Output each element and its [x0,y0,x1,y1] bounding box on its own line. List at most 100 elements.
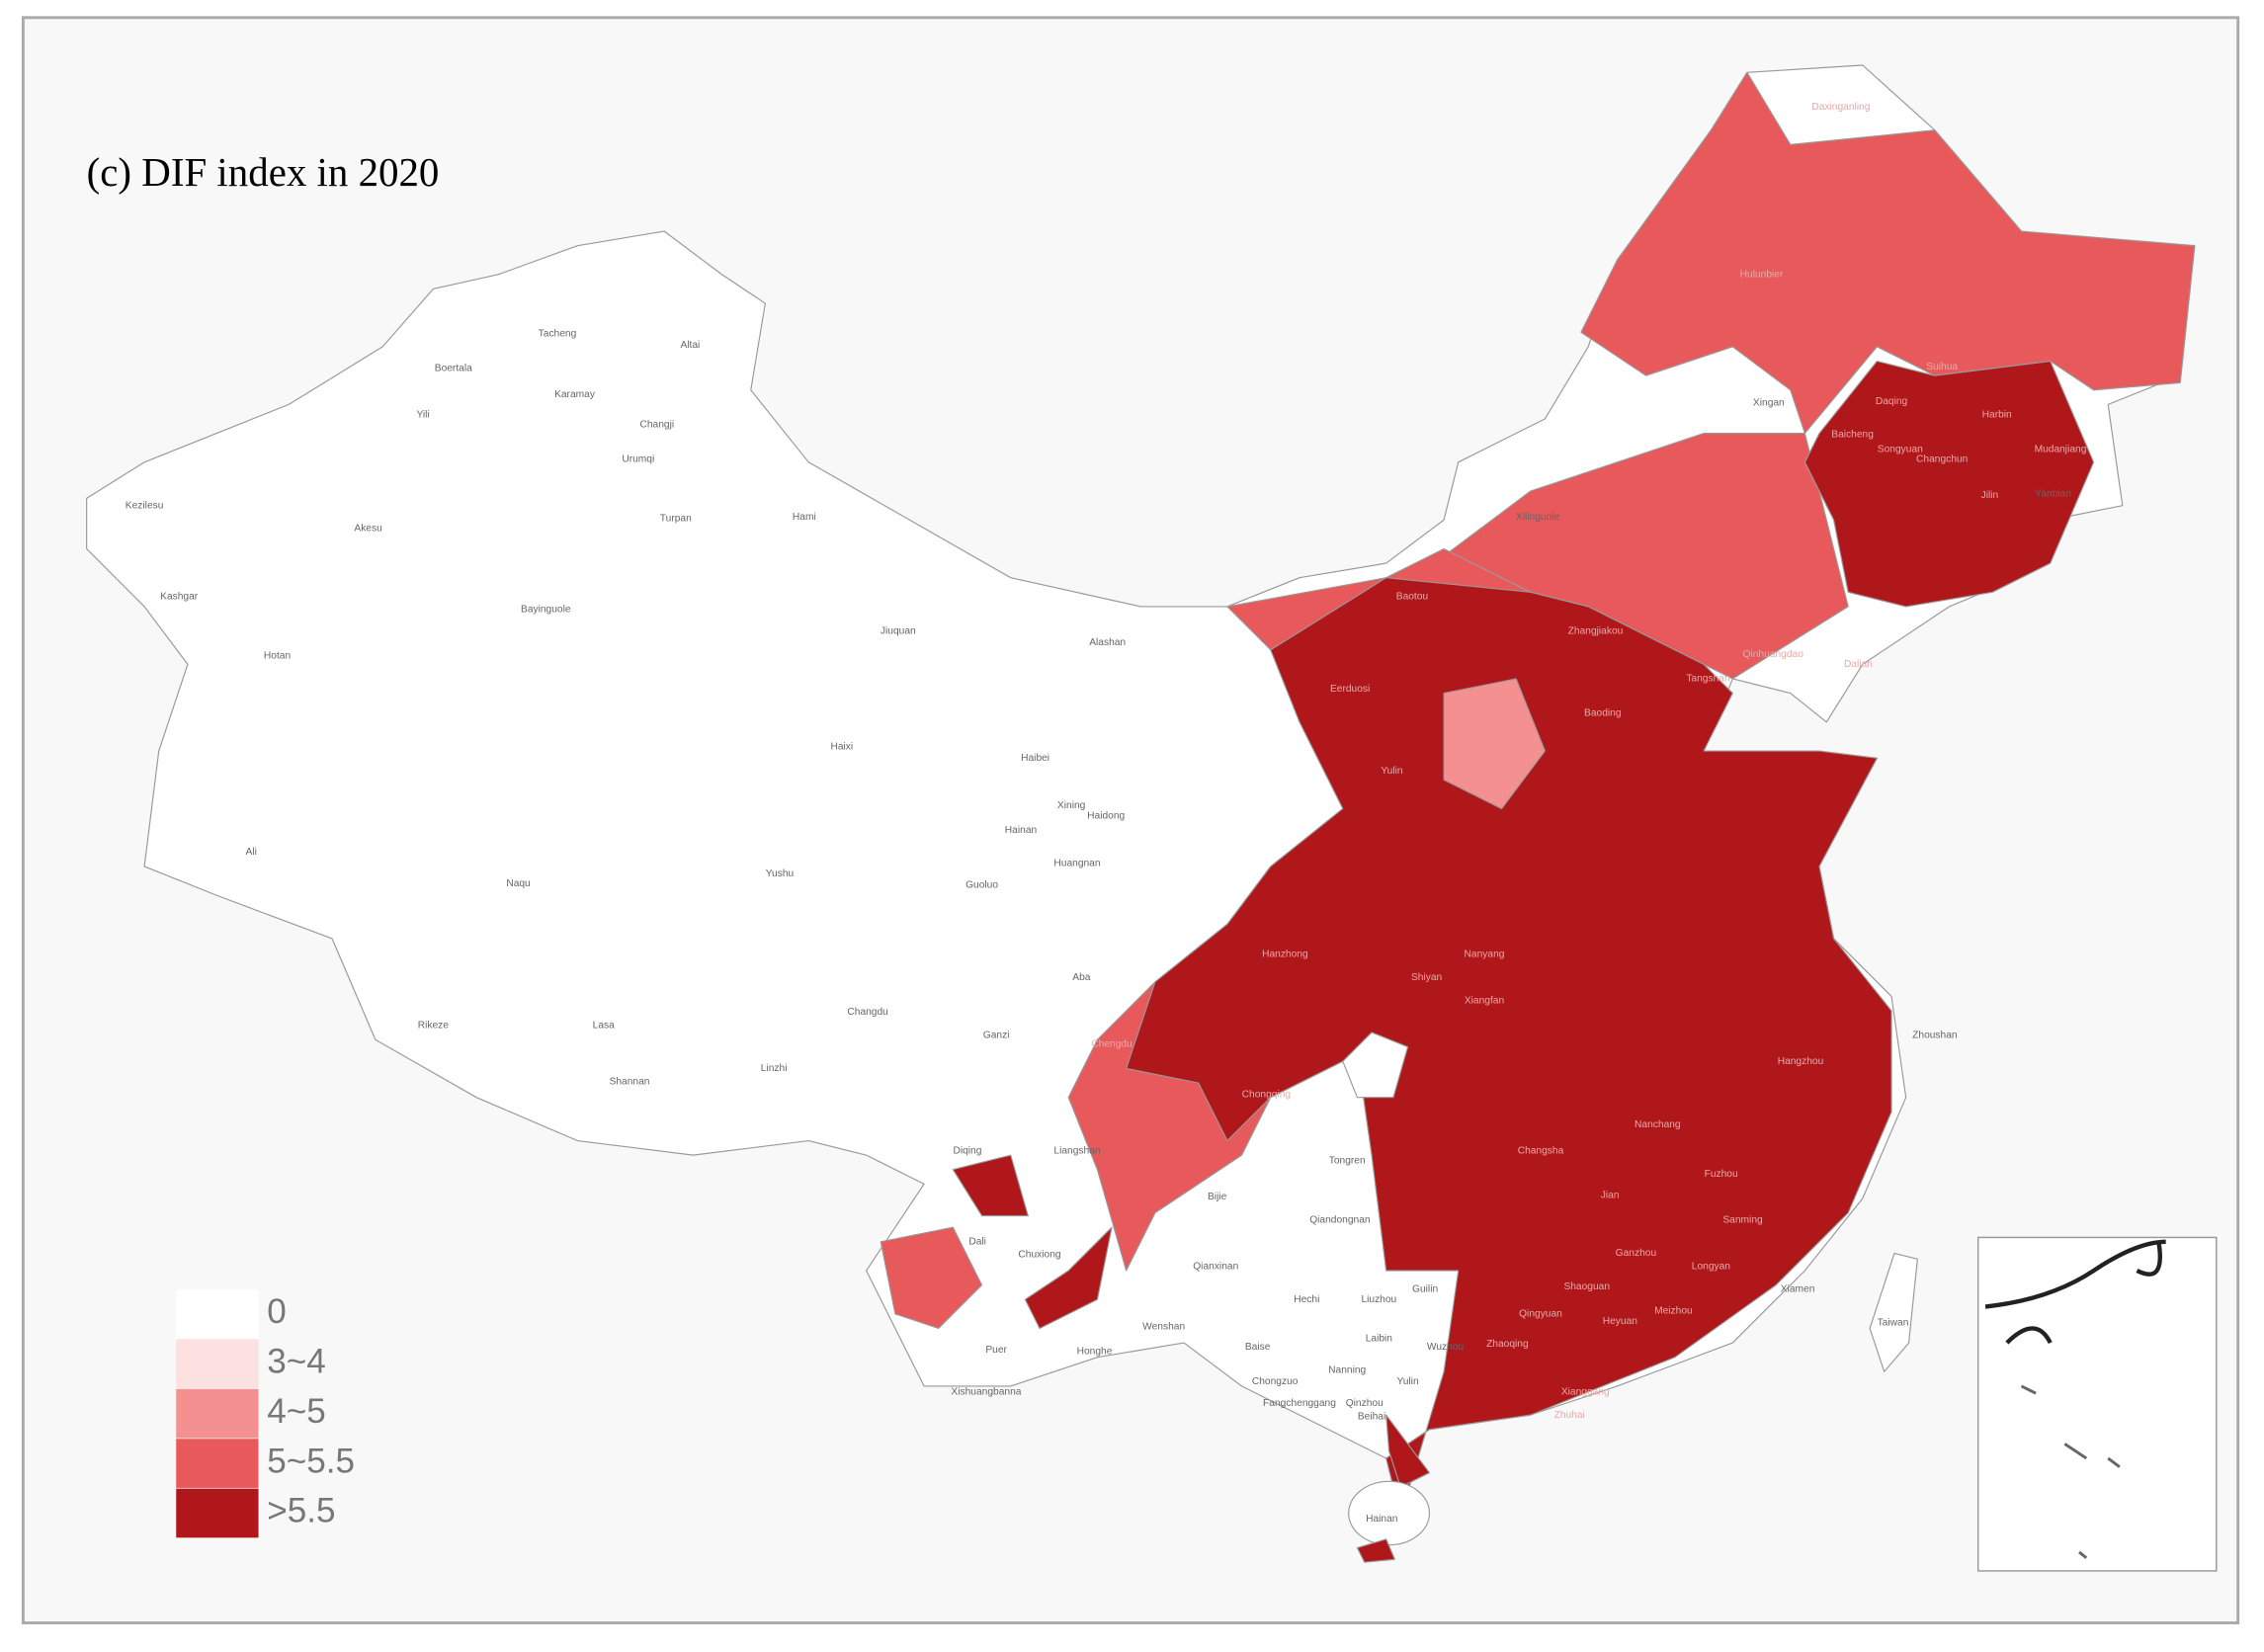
place-label: Qiandongnan [1309,1215,1371,1226]
inset-islands [2020,1384,2121,1559]
place-label: Qianxinan [1193,1261,1238,1272]
place-label: Rikeze [418,1020,450,1031]
place-label: Baise [1245,1342,1271,1353]
place-label: Chuxiong [1018,1250,1060,1261]
place-label: Heyuan [1603,1316,1638,1327]
inset-frame [1976,1236,2218,1572]
place-label: Longyan [1692,1261,1731,1272]
place-label: Bayinguole [521,605,571,616]
place-label: Liuzhou [1361,1294,1396,1305]
place-label: Karamay [554,389,596,400]
place-label: Songyuan [1878,444,1923,454]
place-label: Harbin [1982,409,2012,420]
place-label: Zhaoqing [1486,1339,1529,1350]
place-label: Alashan [1089,637,1126,648]
place-label: Sanming [1722,1215,1763,1226]
place-label: Jiuquan [880,625,916,636]
place-label: Aba [1072,972,1090,983]
place-label: Kezilesu [126,500,164,511]
place-label: Chongzuo [1252,1376,1299,1387]
place-label: Xilinguole [1516,512,1560,523]
place-label: Beihai [1358,1411,1385,1422]
place-label: Qinhuangdao [1743,649,1804,660]
place-label: Lasa [593,1020,615,1031]
place-label: Laibin [1366,1333,1393,1344]
place-label: Yanbian [2035,489,2071,500]
region-lijiang [952,1154,1029,1217]
place-label: Hulunbier [1740,270,1784,281]
region-kunming [1024,1226,1113,1330]
place-label: Ali [246,847,257,858]
place-label: Wuzhou [1427,1342,1464,1353]
place-label: Qinzhou [1346,1398,1384,1409]
place-label: Haidong [1087,810,1125,821]
place-label: Hangzhou [1778,1056,1824,1067]
place-label: Zhangjiakou [1568,625,1624,636]
inset-coast [1984,1239,2166,1345]
place-label: Xianggang [1561,1386,1610,1397]
place-label: Taiwan [1878,1317,1909,1328]
place-label: Chengdu [1091,1038,1132,1049]
legend-swatch [176,1488,259,1538]
place-label: Ganzi [983,1031,1010,1041]
place-label: Shaoguan [1563,1281,1610,1292]
place-label: Nanning [1328,1365,1366,1376]
place-label: Honghe [1077,1347,1113,1358]
place-labels: Daxinganling Hulunbier Suihua Xingan Harbin M… [126,102,2087,1525]
place-label: Linzhi [761,1063,788,1074]
legend-swatch [176,1289,259,1339]
legend: 0 3~4 4~5 5~5.5 >5.5 [176,1289,355,1538]
place-label: Tacheng [539,328,577,339]
place-label: Daxinganling [1811,102,1870,113]
place-label: Changsha [1518,1145,1564,1156]
place-label: Altai [680,340,700,351]
legend-label: 0 [267,1292,286,1331]
place-label: Yulin [1396,1376,1418,1387]
place-label: Meizhou [1654,1306,1693,1317]
place-label: Qingyuan [1519,1309,1562,1320]
place-label: Changdu [847,1007,887,1018]
legend-label: 5~5.5 [267,1442,355,1480]
place-label: Baoding [1584,708,1622,719]
place-label: Kashgar [160,591,199,602]
place-label: Fuzhou [1705,1169,1738,1180]
place-label: Akesu [354,524,381,535]
place-label: Urumqi [622,454,654,465]
place-label: Baotou [1396,591,1428,602]
legend-label: >5.5 [267,1492,335,1530]
place-label: Hanzhong [1262,950,1308,960]
place-label: Zhoushan [1912,1031,1958,1041]
region-northeast [1580,71,2196,435]
place-label: Ganzhou [1616,1248,1656,1259]
place-label: Xingan [1753,398,1785,409]
place-label: Tangshan [1686,674,1730,685]
place-label: Naqu [506,878,530,889]
legend-swatch [176,1339,259,1389]
place-label: Liangshan [1053,1145,1100,1156]
place-label: Daqing [1876,396,1908,407]
place-label: Xiangfan [1465,995,1505,1006]
place-label: Wenshan [1142,1322,1185,1333]
place-label: Guoluo [965,880,998,891]
place-label: Fangchenggang [1263,1398,1336,1409]
place-label: Shannan [610,1076,650,1087]
region-baoshan [880,1226,983,1330]
place-label: Eerduosi [1330,684,1370,695]
place-label: Yili [416,409,429,420]
region-northeast-core [1803,360,2095,608]
place-label: Changji [639,420,674,431]
place-label: Nanchang [1635,1119,1681,1130]
place-label: Xiamen [1781,1284,1815,1295]
legend-label: 3~4 [267,1343,325,1381]
place-label: Hainan [1005,825,1038,836]
place-label: Diqing [953,1145,981,1156]
place-label: Dali [968,1236,986,1247]
region-shanxi [1443,678,1546,810]
place-label: Mudanjiang [2035,444,2087,454]
inset-map [1976,1236,2218,1572]
island-taiwan [1869,1252,1918,1372]
place-label: Dalian [1844,659,1873,670]
place-label: Xishuangbanna [951,1386,1021,1397]
place-label: Haixi [830,741,853,752]
